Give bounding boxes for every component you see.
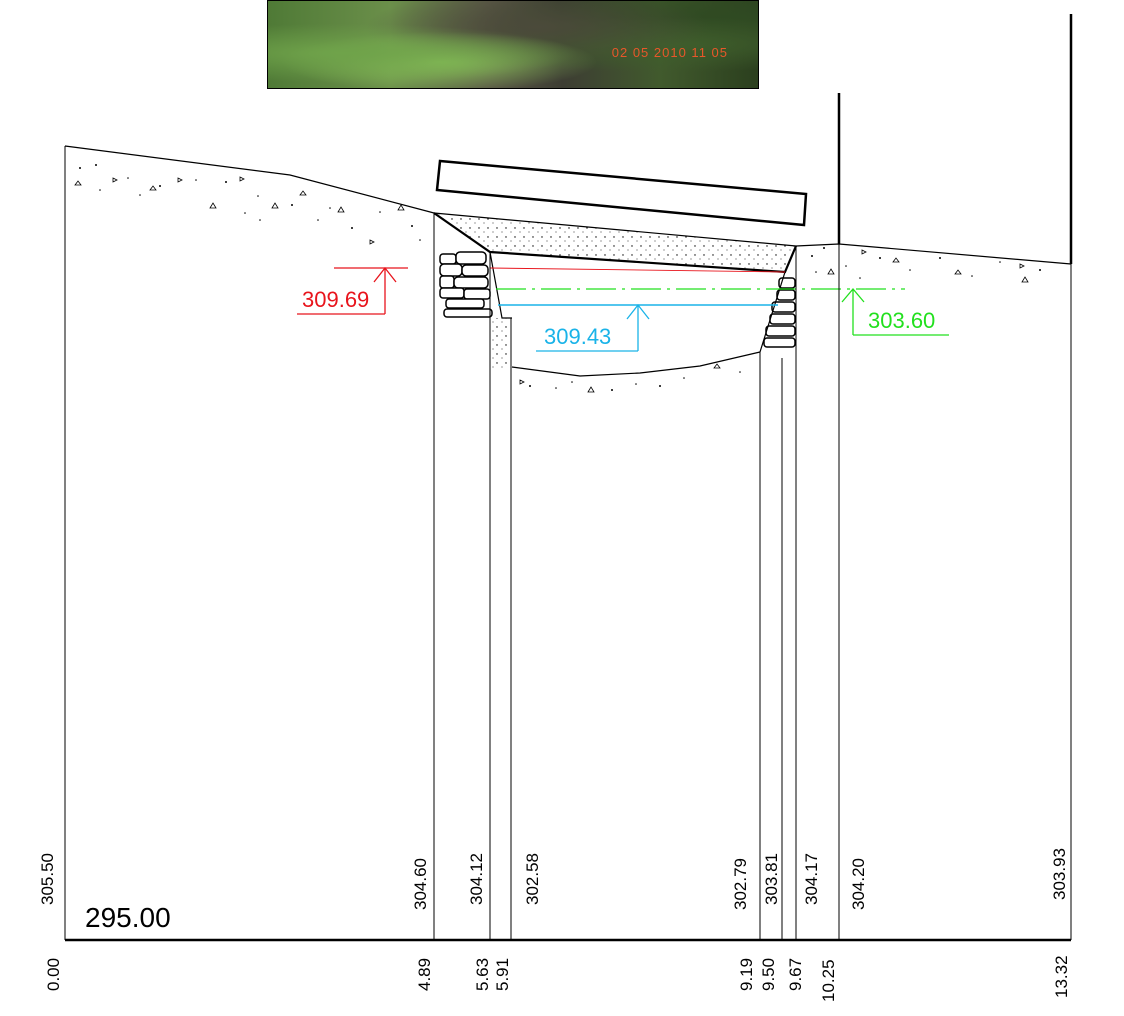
elevation-label: 302.79 [731, 858, 750, 910]
distance-label: 9.19 [737, 958, 756, 991]
distance-label: 10.25 [819, 959, 838, 1002]
blue-level-marker [536, 303, 650, 352]
bridge-deck [435, 159, 808, 227]
station-lines [64, 146, 1072, 940]
elevation-label: 303.93 [1050, 848, 1069, 900]
river-bed [511, 351, 761, 377]
distance-label: 5.91 [493, 958, 512, 991]
deck-fill [434, 213, 796, 272]
soil-dots-left [79, 164, 421, 241]
elevation-label: 303.81 [762, 853, 781, 905]
soil-hatch-left [74, 176, 405, 245]
red-level-label: 309.69 [302, 287, 369, 312]
photo-timestamp: 02 05 2010 11 05 [611, 45, 728, 60]
right-wall-face [759, 271, 786, 353]
deck-bottom-top [433, 212, 797, 247]
elevation-label: 304.17 [802, 853, 821, 905]
green-level-label: 303.60 [868, 308, 935, 333]
elevation-label: 304.12 [467, 853, 486, 905]
soil-hatch-right [827, 249, 1029, 283]
left-wall-dots [492, 318, 512, 368]
ground-profile-left [64, 145, 435, 214]
site-photo: 02 05 2010 11 05 [267, 0, 759, 89]
left-abutment [439, 251, 493, 318]
red-level-marker [297, 266, 408, 315]
elevation-label: 305.50 [38, 853, 57, 905]
blue-level-label: 309.43 [544, 324, 611, 349]
distance-label: 13.32 [1052, 955, 1071, 998]
distance-label: 9.67 [786, 958, 805, 991]
soil-dots-right [811, 247, 1041, 279]
distance-label: 0.00 [44, 958, 63, 991]
slab-outline [433, 212, 798, 274]
elevation-label: 304.60 [411, 858, 430, 910]
bed-hatch [519, 363, 721, 393]
elevation-label: 302.58 [523, 853, 542, 905]
datum-label: 295.00 [85, 902, 171, 933]
ground-profile-right [795, 243, 1072, 265]
elevation-label: 304.20 [849, 858, 868, 910]
distance-label: 4.89 [415, 958, 434, 991]
left-wall-face [489, 251, 512, 319]
distance-label: 9.50 [759, 958, 778, 991]
right-abutment [763, 277, 796, 348]
green-level-marker [841, 287, 949, 336]
red-level-line [489, 267, 786, 273]
distance-label: 5.63 [473, 958, 492, 991]
bed-dots [529, 371, 741, 391]
